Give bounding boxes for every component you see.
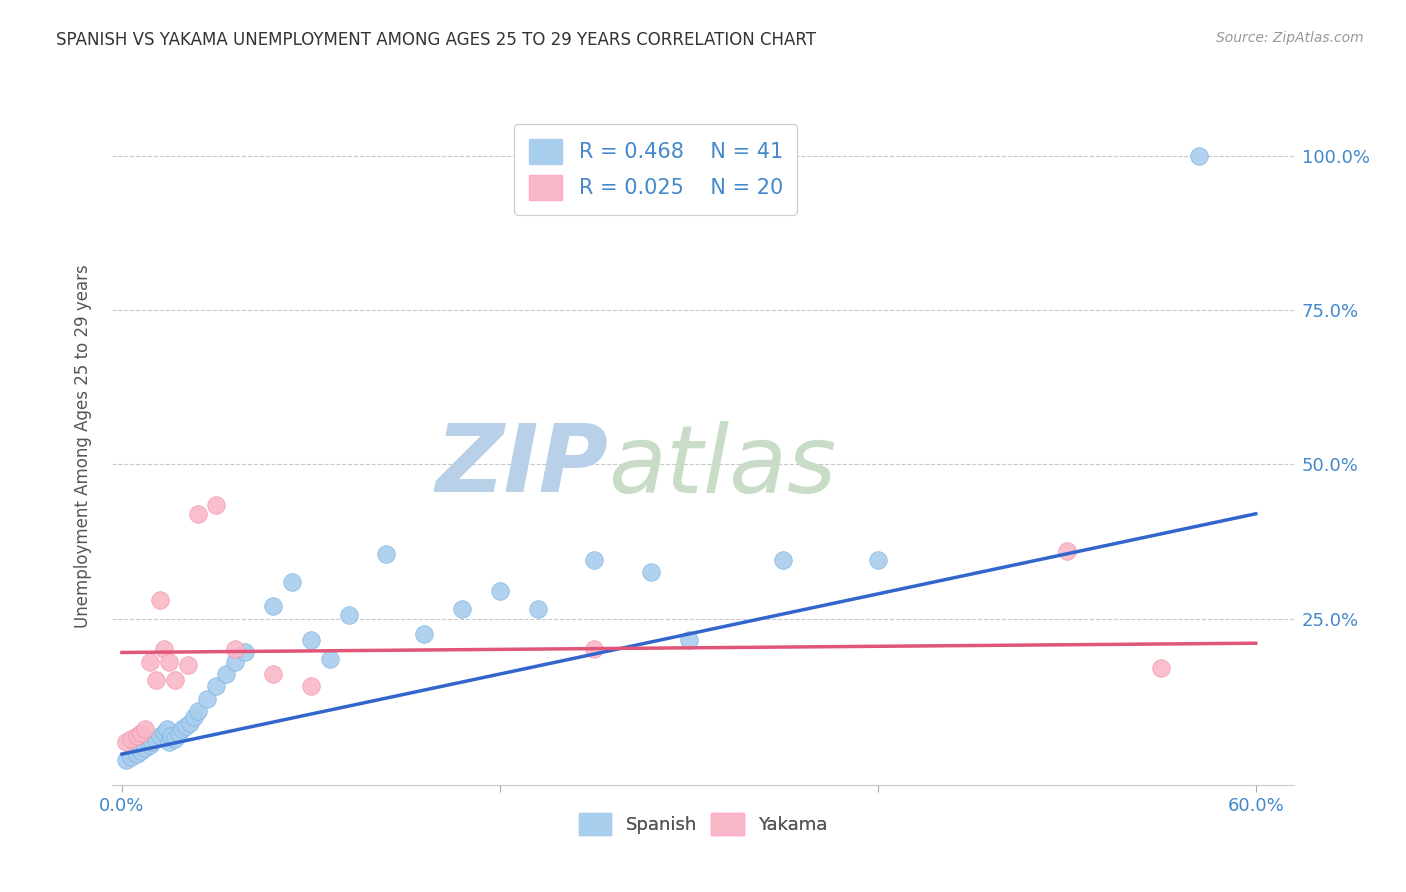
Point (375, 547, 398, 561)
Point (1150, 661, 1173, 675)
Point (129, 725, 152, 739)
Point (149, 729, 172, 743)
Point (145, 673, 167, 688)
Point (183, 710, 205, 724)
Point (160, 729, 183, 743)
Text: ZIP: ZIP (436, 420, 609, 512)
Point (526, 602, 548, 616)
Y-axis label: Unemployment Among Ages 25 to 29 years: Unemployment Among Ages 25 to 29 years (73, 264, 91, 628)
Point (139, 738, 162, 752)
Point (215, 667, 238, 681)
Point (149, 593, 172, 607)
Point (152, 725, 174, 739)
Point (186, 704, 208, 718)
Point (134, 723, 156, 737)
Point (224, 655, 246, 669)
Point (262, 667, 284, 681)
Point (145, 731, 167, 746)
Point (167, 725, 190, 739)
Point (195, 691, 218, 706)
Point (299, 633, 322, 648)
Point (205, 498, 228, 512)
Point (134, 741, 156, 756)
Point (489, 583, 512, 598)
Point (205, 679, 228, 693)
Point (678, 633, 700, 648)
Point (163, 673, 186, 688)
Point (233, 645, 256, 659)
Point (120, 750, 142, 764)
Point (413, 627, 436, 641)
Point (141, 735, 163, 749)
Point (172, 723, 194, 737)
Point (179, 716, 201, 731)
Point (583, 553, 606, 567)
Point (262, 599, 284, 614)
Point (125, 729, 148, 743)
Point (299, 679, 322, 693)
Point (1056, 543, 1078, 558)
Point (281, 574, 304, 589)
Point (1188, 149, 1211, 163)
Point (451, 602, 474, 616)
Point (152, 642, 174, 657)
Point (156, 723, 179, 737)
Point (125, 747, 148, 761)
Point (114, 753, 136, 767)
Point (114, 735, 136, 749)
Point (583, 642, 606, 657)
Point (177, 657, 200, 672)
Point (139, 655, 162, 669)
Point (157, 735, 180, 749)
Text: SPANISH VS YAKAMA UNEMPLOYMENT AMONG AGES 25 TO 29 YEARS CORRELATION CHART: SPANISH VS YAKAMA UNEMPLOYMENT AMONG AGE… (56, 31, 817, 49)
Point (224, 642, 246, 657)
Point (337, 608, 360, 623)
Point (640, 566, 662, 580)
Point (120, 731, 142, 746)
Legend: Spanish, Yakama: Spanish, Yakama (569, 804, 837, 844)
Point (174, 719, 197, 733)
Point (186, 507, 208, 521)
Point (866, 553, 889, 567)
Text: atlas: atlas (609, 421, 837, 512)
Point (319, 651, 342, 665)
Text: Source: ZipAtlas.com: Source: ZipAtlas.com (1216, 31, 1364, 45)
Point (163, 731, 186, 746)
Point (772, 553, 794, 567)
Point (129, 744, 152, 758)
Point (157, 655, 180, 669)
